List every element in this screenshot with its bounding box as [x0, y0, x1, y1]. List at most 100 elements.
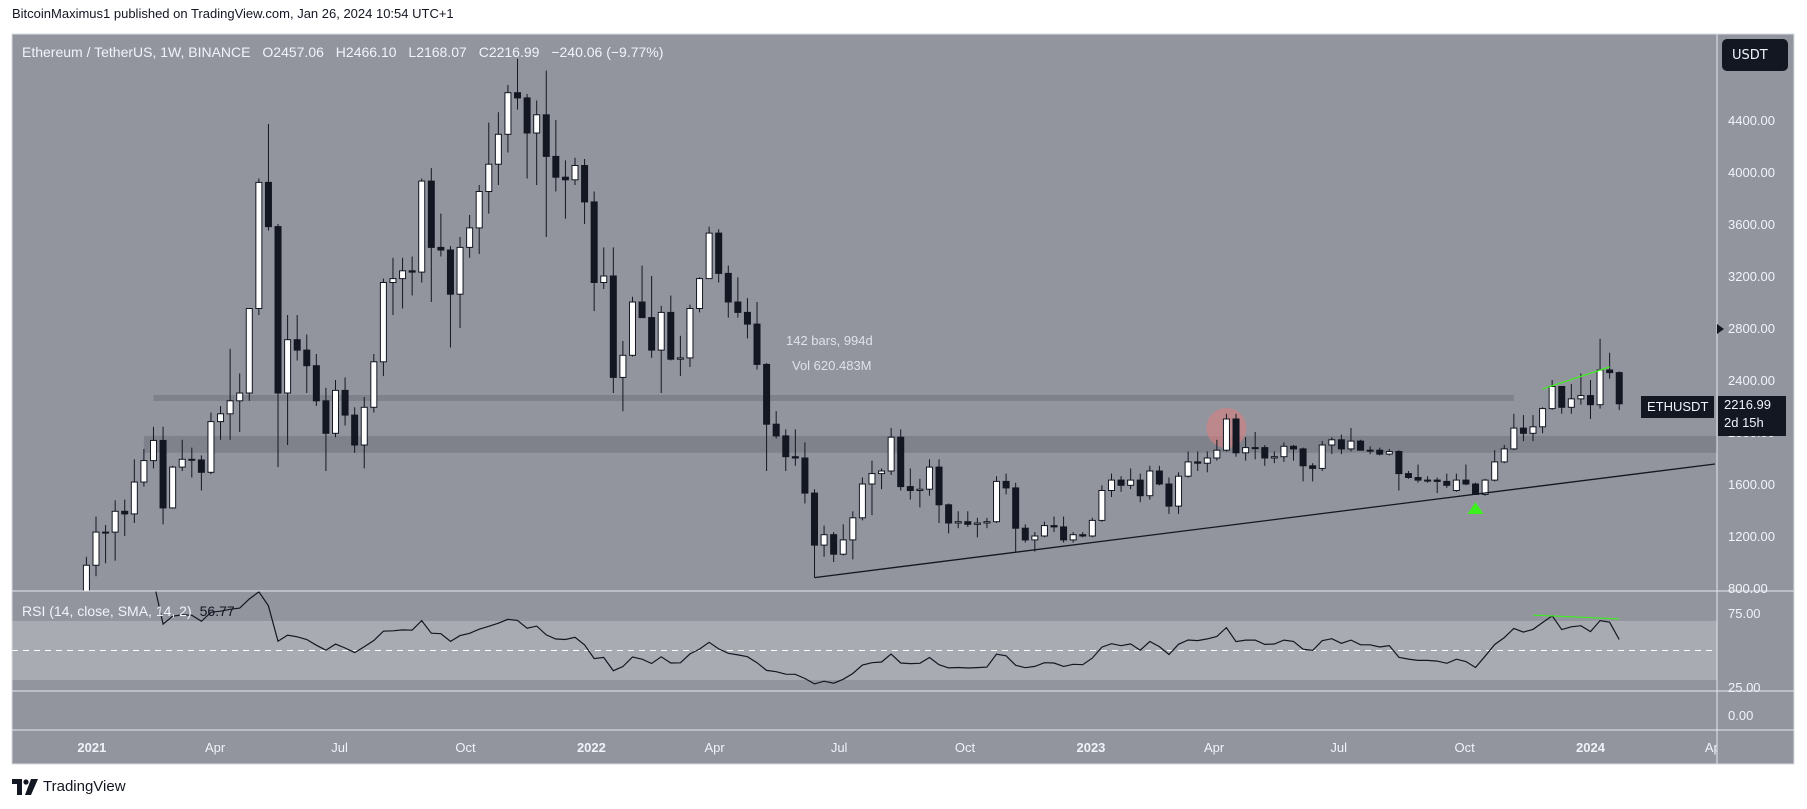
bullish-arrow-icon[interactable]	[1467, 502, 1484, 515]
symbol-title[interactable]: Ethereum / TetherUS, 1W, BINANCE	[22, 44, 251, 60]
indicator-tick-label: 0.00	[1728, 708, 1753, 723]
candle	[1136, 473, 1144, 503]
candle	[360, 396, 368, 469]
footer-brand-name: TradingView	[43, 778, 126, 795]
candle-body	[772, 423, 780, 437]
candle-body	[581, 165, 589, 203]
candle-body	[648, 317, 656, 351]
support-zone[interactable]	[143, 435, 1717, 453]
candle-body	[983, 521, 991, 524]
candle	[236, 373, 244, 432]
rsi-title[interactable]: RSI (14, close, SMA, 14, 2)	[22, 603, 192, 619]
candle	[581, 159, 589, 224]
candle	[523, 94, 531, 179]
candle	[638, 265, 646, 319]
candle-body	[868, 473, 876, 485]
candle-body	[456, 246, 464, 295]
candle	[149, 426, 157, 469]
candle-body	[1107, 479, 1115, 492]
candle	[954, 511, 962, 529]
candle-body	[1261, 447, 1269, 459]
close-value: 2216.99	[488, 44, 540, 60]
candle-body	[839, 539, 847, 555]
candle-body	[1031, 535, 1039, 541]
rsi-pane[interactable]	[115, 581, 1620, 685]
low-value: 2168.07	[416, 44, 467, 60]
candle	[207, 412, 215, 475]
candle-body	[801, 457, 809, 494]
candle	[533, 100, 541, 185]
candle-body	[1500, 448, 1508, 463]
candle-body	[1433, 479, 1441, 482]
candle	[1519, 415, 1527, 442]
time-axis[interactable]: 2021 Apr Jul Oct 2022 Apr Jul Oct 2023 Apr Jul Oct 2…	[77, 740, 1725, 755]
candle	[408, 256, 416, 296]
footer-brand[interactable]: TradingView	[12, 778, 126, 795]
price-tick-label: 4000.00	[1728, 165, 1775, 180]
candle-body	[1069, 534, 1077, 541]
candle	[1567, 383, 1575, 414]
candle	[916, 478, 924, 508]
candle	[983, 517, 991, 529]
candle	[188, 447, 196, 478]
candle-body	[830, 534, 838, 555]
candle	[600, 247, 608, 289]
candle-body	[638, 301, 646, 319]
candle-body	[188, 458, 196, 461]
candle-body	[1155, 470, 1163, 485]
currency-button[interactable]: USDT	[1722, 39, 1788, 71]
candle-body	[1366, 449, 1374, 452]
candle	[571, 157, 579, 185]
ascending-trendline[interactable]	[814, 463, 1716, 579]
price-pane[interactable]	[0, 58, 1717, 649]
candle	[197, 455, 205, 491]
candle	[1500, 445, 1508, 464]
time-tick-label: 2021	[77, 740, 106, 755]
time-tick-label: 2024	[1576, 740, 1606, 755]
candle	[1242, 437, 1250, 461]
candle-body	[1548, 386, 1556, 410]
candle-body	[1481, 479, 1489, 495]
time-tick-label: 2022	[577, 740, 606, 755]
candle	[820, 525, 828, 557]
candle-body	[696, 278, 704, 310]
candle	[772, 411, 780, 439]
candle-body	[916, 488, 924, 492]
candle-body	[1404, 473, 1412, 479]
candle	[590, 191, 598, 312]
candle-body	[1615, 372, 1623, 405]
candle-body	[1184, 461, 1192, 477]
candle-body	[964, 521, 972, 525]
candle	[993, 476, 1001, 523]
candle-body	[332, 389, 339, 434]
candle	[868, 460, 876, 516]
time-tick-label: Oct	[1454, 740, 1475, 755]
divergence-line-rsi[interactable]	[1532, 614, 1620, 620]
time-tick-label: Apr	[205, 740, 226, 755]
candle	[849, 511, 857, 560]
candle	[753, 302, 761, 370]
candle	[782, 429, 790, 471]
publisher-line: BitcoinMaximus1 published on TradingView…	[12, 6, 454, 21]
candle	[542, 70, 550, 237]
candle	[1098, 485, 1106, 522]
candle	[1299, 447, 1307, 482]
candle	[370, 354, 378, 413]
candle-body	[897, 436, 905, 488]
candle	[140, 448, 148, 487]
candle	[858, 477, 866, 521]
candle	[226, 348, 234, 440]
candle	[964, 511, 972, 527]
candle-body	[399, 270, 407, 280]
candle-body	[494, 133, 502, 165]
divergence-line-price[interactable]	[1542, 366, 1610, 390]
candle	[609, 247, 617, 393]
candle	[628, 296, 636, 357]
candle-body	[312, 365, 320, 402]
time-tick-label: Apr	[704, 740, 725, 755]
rsi-line[interactable]	[115, 581, 1620, 685]
candle-body	[973, 522, 981, 525]
candle-body	[609, 275, 617, 378]
candle	[264, 123, 272, 231]
